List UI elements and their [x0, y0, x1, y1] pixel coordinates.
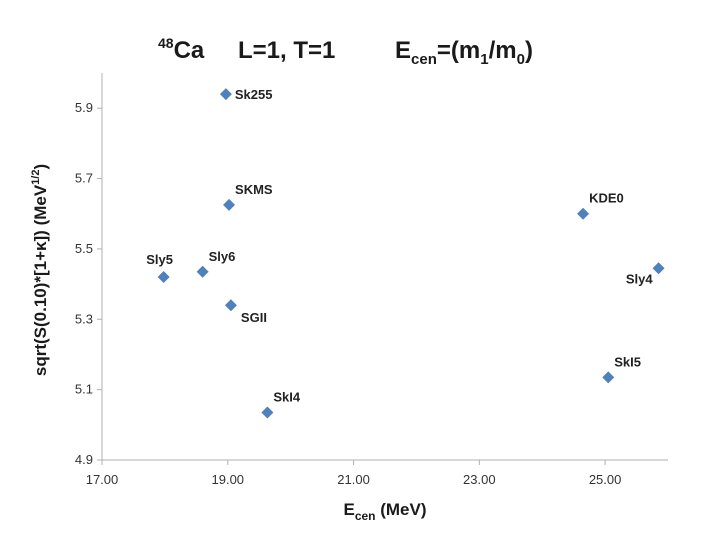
data-point-skms: [223, 198, 236, 211]
chart-title: 48Ca L=1, T=1 Ecen=(m1/m0): [158, 35, 533, 68]
y-tick-label: 5.7: [75, 171, 93, 186]
y-ticks: 4.9 5.1 5.3 5.5 5.7 5.9: [75, 100, 102, 467]
y-tick-label: 4.9: [75, 452, 93, 467]
x-axis-label: Ecen (MeV): [343, 500, 426, 523]
data-point-labels: Sk255 SKMS KDE0 Sly5 Sly6 SGII Sly4 SkI5 SkI4: [146, 87, 653, 404]
data-point-sly5: [157, 271, 170, 284]
data-label-sly6: Sly6: [209, 249, 236, 264]
data-label-kde0: KDE0: [589, 191, 624, 206]
y-tick-label: 5.5: [75, 241, 93, 256]
x-tick-label: 21.00: [337, 472, 370, 487]
data-label-sgii: SGII: [241, 310, 267, 325]
y-tick-label: 5.3: [75, 311, 93, 326]
x-ticks: 17.00 19.00 21.00 23.00 25.00: [86, 460, 622, 487]
x-tick-label: 17.00: [86, 472, 119, 487]
data-label-sk255: Sk255: [235, 87, 273, 102]
data-label-skms: SKMS: [235, 182, 273, 197]
title-nucleus: 48Ca: [158, 35, 205, 64]
data-point-ski5: [602, 371, 615, 384]
data-point-sgii: [224, 299, 237, 312]
data-point-sly6: [196, 265, 209, 278]
x-tick-label: 23.00: [463, 472, 496, 487]
y-axis-label: sqrt(S(0.10)*[1+κ]) (MeV1/2): [30, 164, 50, 376]
x-tick-label: 25.00: [589, 472, 622, 487]
data-point-ski4: [261, 406, 274, 419]
data-points: [157, 88, 665, 419]
y-tick-label: 5.9: [75, 100, 93, 115]
data-point-kde0: [577, 207, 590, 220]
data-point-sk255: [219, 88, 232, 101]
data-point-sly4: [652, 262, 665, 275]
x-tick-label: 19.00: [212, 472, 245, 487]
data-label-ski5: SkI5: [614, 354, 641, 369]
data-label-sly4: Sly4: [626, 271, 654, 286]
y-tick-label: 5.1: [75, 382, 93, 397]
data-label-ski4: SkI4: [273, 390, 301, 405]
title-ecen-definition: Ecen=(m1/m0): [395, 37, 533, 68]
data-label-sly5: Sly5: [146, 252, 173, 267]
title-quantum-numbers: L=1, T=1: [238, 37, 335, 64]
